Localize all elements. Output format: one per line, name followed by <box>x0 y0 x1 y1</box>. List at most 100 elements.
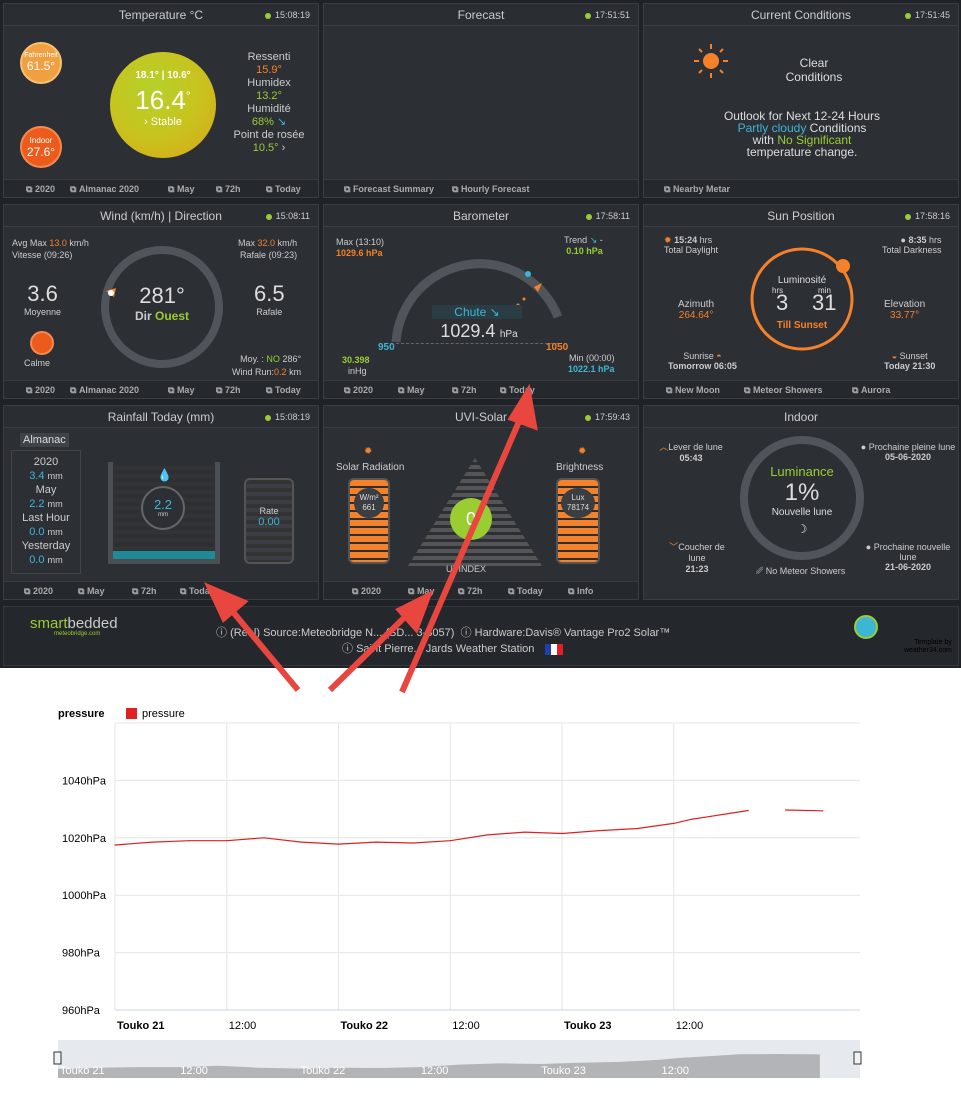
sun-panel: Sun Position 17:58:16 ✹ 15:24 hrs Total … <box>643 204 959 399</box>
indoor-panel: Indoor ︿Lever de lune 05:43 ﹀Coucher de l… <box>643 405 959 600</box>
moon-dial <box>740 436 864 560</box>
data-point <box>375 841 377 843</box>
footer-link[interactable]: ⧉ May <box>408 586 435 596</box>
wind-max: Max 32.0 km/h Rafale (09:23) <box>238 238 298 260</box>
source-line: ⓘ (Real) Source:Meteobridge N... (SD... … <box>216 627 671 639</box>
timestamp: 15:08:19 <box>264 4 310 26</box>
pressure-chart-svg: pressure pressure 1040hPa 1020hPa 1000hPa 9… <box>53 708 862 1078</box>
footer-link[interactable]: ⧉ Today <box>266 184 301 194</box>
footer-link[interactable]: ⧉ Aurora <box>852 385 891 395</box>
forecast-panel: Forecast 17:51:51 ⧉ Forecast Summary ⧉ H… <box>323 3 639 198</box>
timestamp: 17:58:16 <box>904 205 950 227</box>
data-point <box>729 812 731 815</box>
bottom-bar: smartbedded meteobridge.com ⓘ (Real) Sou… <box>3 606 959 666</box>
footer-link[interactable]: ⧉ May <box>168 385 195 395</box>
weather-dashboard: Temperature °C 15:08:19 Fahrenheit 61.5°… <box>0 0 961 668</box>
footer-link[interactable]: ⧉ Meteor Showers <box>744 385 823 395</box>
footer-link[interactable]: ⧉ New Moon <box>666 385 720 395</box>
wind-panel: Wind (km/h) | Direction 15:08:11 Avg Max… <box>3 204 319 399</box>
footer-link[interactable]: ⧉ 2020 <box>26 184 55 194</box>
rain-panel: Rainfall Today (mm) 15:08:19 Almanac 202… <box>3 405 319 600</box>
footer-link[interactable]: ⧉ 72h <box>452 385 477 395</box>
solar-label: Solar Radiation <box>336 462 405 473</box>
info-icon: ⓘ <box>342 643 357 655</box>
footer-link[interactable]: ⧉ 72h <box>132 586 157 596</box>
footer-link[interactable]: ⧉ Almanac 2020 <box>70 385 139 395</box>
calm-icon <box>30 331 54 355</box>
footer-link[interactable]: ⧉ 72h <box>458 586 483 596</box>
footer-link[interactable]: ⧉ Info <box>568 586 594 596</box>
x-tick-label: 12:00 <box>452 1020 480 1032</box>
footer-link[interactable]: ⧉ Forecast Summary <box>344 184 434 194</box>
navigator[interactable]: Touko 21 12:00 Touko 22 12:00 Touko 23 12:00 <box>53 1040 862 1078</box>
data-point <box>822 810 824 812</box>
barometer-min: Min (00:00) 1022.1 hPa <box>568 353 615 374</box>
footer-link[interactable]: ⧉ Today <box>508 586 543 596</box>
timestamp: 15:08:11 <box>265 205 310 227</box>
footer-link[interactable]: ⧉ Nearby Metar <box>664 184 730 194</box>
y-axis: 1040hPa 1020hPa 1000hPa 980hPa 960hPa <box>62 775 107 1017</box>
navigator-left-handle[interactable] <box>53 1051 62 1065</box>
footer-link[interactable]: ⧉ 2020 <box>352 586 381 596</box>
footer-link[interactable]: ⧉ May <box>168 184 195 194</box>
uv-circle: 0 <box>450 498 492 540</box>
footer-link[interactable]: ⧉ 2020 <box>24 586 53 596</box>
data-point <box>710 815 712 817</box>
timestamp: 17:51:45 <box>904 4 950 26</box>
footer-link[interactable]: ⧉ Almanac 2020 <box>70 184 139 194</box>
barometer-scale-line <box>396 343 558 344</box>
x-tick-label: Touko 23 <box>564 1020 611 1032</box>
navigator-right-handle[interactable] <box>853 1051 862 1065</box>
data-point <box>226 840 228 842</box>
footer-link[interactable]: ⧉ Today <box>180 586 215 596</box>
panel-title: Forecast <box>324 4 638 26</box>
solar-bar: W/m² 661 <box>348 478 390 564</box>
chevron-right-icon: › <box>281 142 286 154</box>
panel-footer: ⧉ New Moon ⧉ Meteor Showers ⧉ Aurora <box>644 380 958 398</box>
daylight: ✹ 15:24 hrs Total Daylight <box>664 235 719 255</box>
footer-link[interactable]: ⧉ 2020 <box>26 385 55 395</box>
chevron-down-icon: ﹀ <box>669 542 679 552</box>
x-tick-label: Touko 21 <box>117 1020 164 1032</box>
footer-link[interactable]: ⧉ May <box>78 586 105 596</box>
data-point <box>635 828 638 830</box>
weather34-logo[interactable] <box>854 615 878 639</box>
sun-icon: ✹ <box>578 446 587 457</box>
footer-link[interactable]: ⧉ 2020 <box>344 385 373 395</box>
chart-title: pressure <box>58 708 104 720</box>
footer-link[interactable]: ⧉ Hourly Forecast <box>452 184 530 194</box>
scale-low: 950 <box>378 342 395 353</box>
france-flag-icon <box>545 643 564 655</box>
barometer-gauge <box>391 259 563 343</box>
legend-label[interactable]: pressure <box>142 708 185 720</box>
footer-link[interactable]: ⧉ 72h <box>216 385 241 395</box>
timestamp: 15:08:19 <box>264 406 310 428</box>
indoor-circle[interactable]: Indoor 27.6° <box>20 126 62 168</box>
y-tick-label: 1020hPa <box>62 833 107 845</box>
almanac-tab[interactable]: Almanac <box>20 433 69 447</box>
panel-title: Barometer <box>324 205 638 227</box>
data-point <box>524 831 526 833</box>
raindrop-icon: 💧 <box>157 468 172 482</box>
y-tick-label: 1040hPa <box>62 775 107 787</box>
rain-rate: Rate 0.00 <box>244 478 294 564</box>
smartbedded-logo[interactable]: smartbedded <box>30 615 118 632</box>
data-point <box>598 830 600 832</box>
data-point <box>151 841 153 843</box>
sun-icon: ✹ <box>364 446 373 457</box>
data-point <box>747 809 749 812</box>
data-point <box>300 841 302 843</box>
wind-direction: 281° Dir Ouest <box>134 283 190 323</box>
data-point <box>691 818 693 820</box>
fahrenheit-circle: Fahrenheit 61.5° <box>20 42 62 84</box>
panel-title: Temperature °C <box>4 4 318 26</box>
footer-link[interactable]: ⧉ Today <box>266 385 301 395</box>
pressure-chart: pressure pressure 1040hPa 1020hPa 1000hPa 9… <box>0 668 961 1093</box>
legend-swatch[interactable] <box>126 708 137 719</box>
footer-link[interactable]: ⧉ Today <box>500 385 535 395</box>
navigator-tick-label: Touko 21 <box>60 1065 105 1077</box>
outlook-text: Outlook for Next 12-24 Hours Partly clou… <box>723 109 881 159</box>
footer-link[interactable]: ⧉ 72h <box>216 184 241 194</box>
conditions-panel: Current Conditions 17:51:45 Clear Conditi… <box>643 3 959 198</box>
footer-link[interactable]: ⧉ May <box>398 385 425 395</box>
